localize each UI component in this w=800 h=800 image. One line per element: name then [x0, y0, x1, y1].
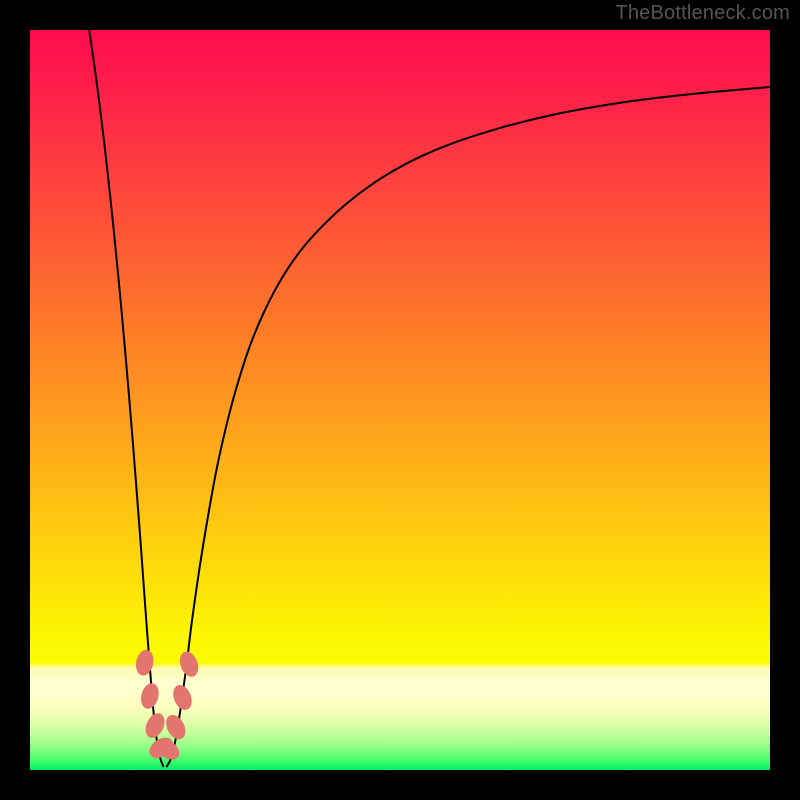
watermark-text: TheBottleneck.com [615, 2, 790, 25]
bottleneck-chart: TheBottleneck.com [0, 0, 800, 800]
chart-svg [0, 0, 800, 800]
